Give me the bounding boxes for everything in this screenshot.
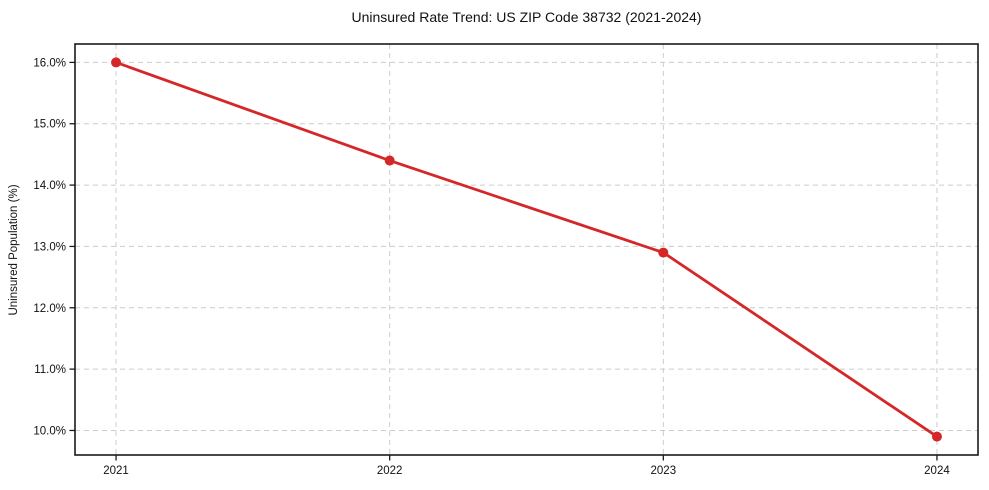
trend-line — [114, 61, 939, 438]
x-tick-label: 2021 — [103, 465, 129, 477]
chart-title: Uninsured Rate Trend: US ZIP Code 38732 … — [351, 9, 702, 25]
y-tick-label: 15.0% — [33, 119, 66, 131]
plot-border — [74, 43, 979, 456]
data-point-marker — [658, 247, 669, 258]
y-tick-label: 11.0% — [34, 364, 66, 376]
y-tick-label: 16.0% — [33, 57, 66, 69]
x-tick-label: 2022 — [377, 465, 403, 477]
y-tick-label: 14.0% — [33, 180, 66, 192]
x-tick-label: 2023 — [651, 465, 677, 477]
y-tick-label: 13.0% — [33, 241, 66, 253]
y-tick-label: 12.0% — [33, 303, 66, 315]
x-tick-label: 2024 — [924, 465, 950, 477]
data-point-marker — [111, 57, 122, 68]
data-point-marker — [384, 155, 395, 166]
data-point-marker — [931, 431, 942, 442]
y-tick-label: 10.0% — [33, 425, 66, 437]
